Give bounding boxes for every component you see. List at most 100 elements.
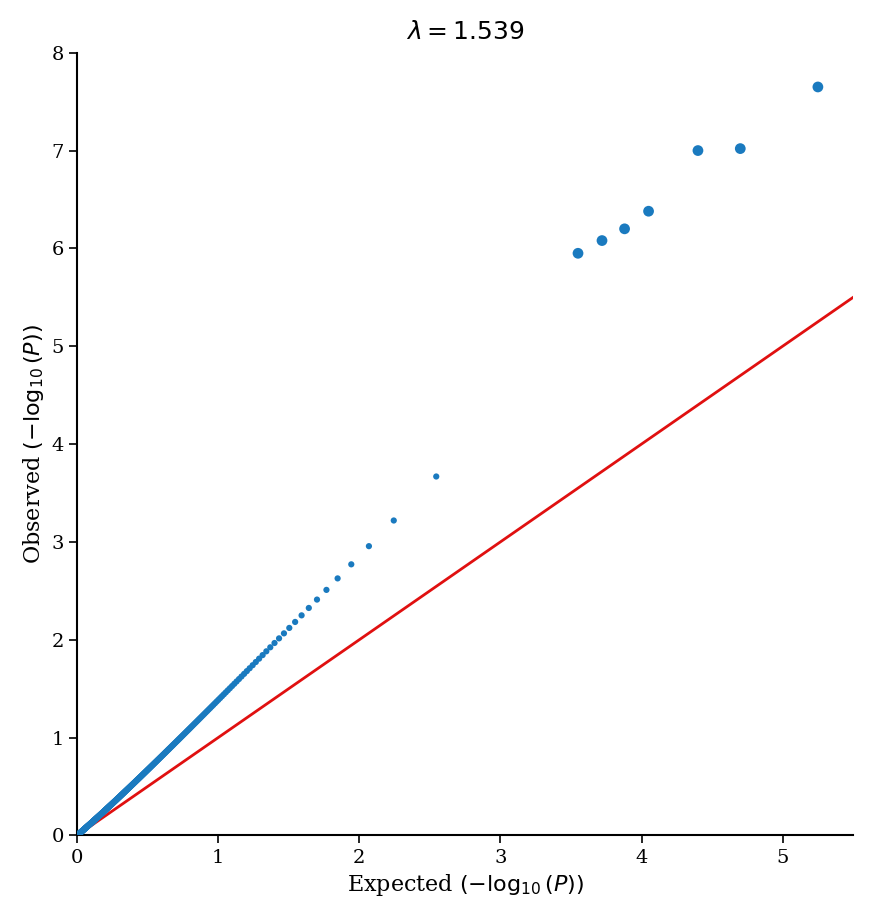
Point <box>165 738 179 753</box>
Point <box>135 768 149 783</box>
Point <box>170 733 184 748</box>
Point <box>109 793 123 808</box>
Point <box>102 800 116 814</box>
Point <box>114 789 128 803</box>
Point <box>104 798 118 812</box>
Point <box>237 666 251 681</box>
Point <box>344 557 358 572</box>
Point <box>272 631 286 646</box>
Point <box>113 789 127 804</box>
Point <box>101 800 115 814</box>
Point <box>168 736 182 751</box>
Point <box>78 821 92 835</box>
Point <box>571 246 585 261</box>
Point <box>73 825 87 840</box>
Point <box>86 814 100 829</box>
Point <box>151 753 165 767</box>
Point <box>151 752 165 766</box>
Point <box>147 756 161 771</box>
Point <box>83 817 97 832</box>
Point <box>117 786 131 800</box>
Point <box>255 648 269 663</box>
Point <box>144 758 158 773</box>
Point <box>164 739 178 754</box>
Point <box>215 689 229 704</box>
Point <box>141 763 155 777</box>
Point <box>95 806 109 821</box>
Point <box>106 796 120 811</box>
Point <box>252 652 266 666</box>
Point <box>186 718 200 732</box>
Point <box>154 749 168 764</box>
Point <box>71 827 85 842</box>
Point <box>149 754 163 769</box>
Point <box>116 786 130 800</box>
Point <box>87 814 101 829</box>
Point <box>196 708 210 722</box>
Point <box>163 740 177 754</box>
Point <box>94 807 108 822</box>
Point <box>178 725 192 740</box>
Point <box>107 795 121 810</box>
Point <box>94 806 108 821</box>
Point <box>295 608 309 623</box>
Point <box>167 736 181 751</box>
Point <box>733 142 747 156</box>
Point <box>80 820 94 834</box>
Point <box>117 785 131 800</box>
Point <box>77 823 91 837</box>
Point <box>691 143 705 158</box>
Point <box>100 801 114 816</box>
Point <box>320 583 334 597</box>
Point <box>74 824 88 839</box>
Point <box>73 825 87 840</box>
Point <box>225 679 239 694</box>
Point <box>184 720 198 735</box>
Point <box>87 813 101 828</box>
Point <box>154 750 168 765</box>
Point <box>131 771 145 786</box>
Point <box>139 764 153 778</box>
Point <box>73 826 87 841</box>
Point <box>138 766 152 780</box>
Point <box>75 824 89 839</box>
Point <box>142 762 156 777</box>
Point <box>72 826 86 841</box>
Point <box>310 592 324 607</box>
Point <box>129 773 143 788</box>
Point <box>152 752 166 766</box>
Point <box>111 791 125 806</box>
Point <box>112 790 126 805</box>
Point <box>89 811 103 826</box>
Point <box>87 813 101 828</box>
Point <box>75 823 89 838</box>
Point <box>115 787 129 801</box>
Point <box>73 826 87 841</box>
Point <box>177 728 191 743</box>
Point <box>81 819 95 834</box>
Point <box>77 822 91 836</box>
Point <box>73 825 87 840</box>
Point <box>105 797 119 811</box>
Point <box>128 775 142 789</box>
Point <box>72 827 86 842</box>
Point <box>107 795 121 810</box>
Point <box>127 777 141 791</box>
Point <box>84 816 98 831</box>
Point <box>595 233 609 248</box>
Point <box>182 722 196 737</box>
Point <box>147 757 161 772</box>
Point <box>94 806 108 821</box>
Point <box>81 818 95 833</box>
Point <box>217 686 231 701</box>
Point <box>155 749 169 764</box>
Point <box>96 805 110 820</box>
Point <box>642 204 656 219</box>
Point <box>142 761 156 776</box>
Point <box>811 80 825 95</box>
Point <box>92 809 106 823</box>
Point <box>135 768 149 783</box>
Point <box>223 681 237 696</box>
Point <box>78 822 92 836</box>
Point <box>387 513 401 528</box>
